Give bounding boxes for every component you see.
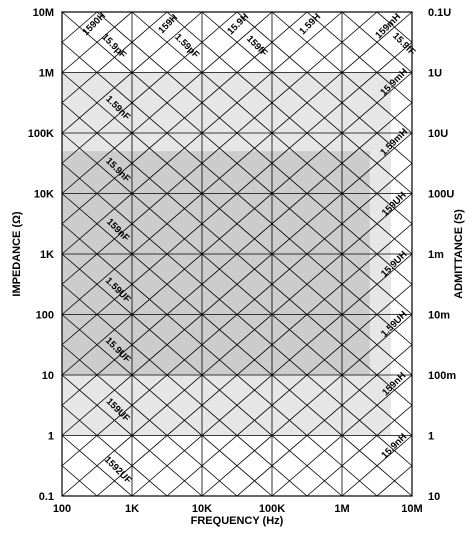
inductance-line [61, 11, 133, 73]
capacitance-line [166, 11, 413, 225]
left-tick-label: 1M [39, 68, 54, 80]
capacitance-line [341, 11, 413, 73]
right-tick-label: 1 [428, 431, 434, 443]
inductance-label: 159H [156, 12, 180, 36]
x-tick-label: 10M [401, 503, 422, 515]
inductance-line [61, 11, 98, 43]
capacitance-line [61, 344, 238, 497]
left-tick-label: 0.1 [39, 491, 54, 503]
left-axis-title: IMPEDANCE (Ω) [11, 211, 23, 297]
capacitance-line [61, 41, 413, 346]
left-tick-label: 100 [36, 310, 54, 322]
capacitance-line [61, 283, 308, 497]
shaded-region-2 [62, 151, 370, 375]
capacitance-line [61, 162, 413, 467]
left-tick-label: 100K [28, 128, 54, 140]
capacitance-label: 1592UF [102, 454, 134, 486]
right-tick-label: 10 [428, 491, 440, 503]
x-tick-label: 100 [53, 503, 71, 515]
capacitance-line [61, 253, 343, 497]
capacitance-line [131, 11, 413, 255]
x-tick-label: 1K [125, 503, 139, 515]
capacitance-line [201, 11, 413, 194]
left-tick-label: 10K [34, 189, 54, 201]
capacitance-line [61, 223, 378, 497]
right-tick-label: 10m [428, 310, 450, 322]
capacitance-line [271, 11, 413, 134]
capacitance-line [61, 11, 413, 315]
right-tick-label: 0.1U [428, 7, 451, 19]
right-tick-label: 1U [428, 68, 442, 80]
capacitance-line [376, 11, 413, 43]
left-tick-label: 10M [33, 7, 54, 19]
capacitance-line [96, 11, 413, 285]
right-axis-title: ADMITTANCE (S) [453, 209, 465, 299]
right-tick-label: 10U [428, 128, 448, 140]
inductance-label: 1.59H [297, 11, 323, 37]
capacitance-line [61, 72, 413, 376]
capacitance-line [61, 193, 413, 497]
capacitance-line [61, 374, 203, 497]
diagonal-lines [61, 11, 413, 497]
capacitance-line [236, 11, 413, 164]
left-tick-label: 10 [42, 370, 54, 382]
x-tick-label: 1M [334, 503, 349, 515]
x-tick-label: 100K [259, 503, 285, 515]
right-tick-label: 100U [428, 189, 454, 201]
left-tick-label: 1K [40, 249, 54, 261]
capacitance-line [61, 132, 413, 436]
left-tick-label: 1 [48, 431, 54, 443]
capacitance-line [61, 102, 413, 406]
x-tick-label: 10K [192, 503, 212, 515]
plot-frame [61, 11, 413, 497]
tick-labels: 100 1K 10K 100K 1M 10M 0.1 1 10 100 1K 10K 100K 1M 10M… [28, 7, 457, 515]
right-tick-label: 100m [428, 370, 456, 382]
right-tick-label: 1m [428, 249, 444, 261]
x-axis-title: FREQUENCY (Hz) [191, 515, 284, 527]
capacitance-line [306, 11, 413, 104]
